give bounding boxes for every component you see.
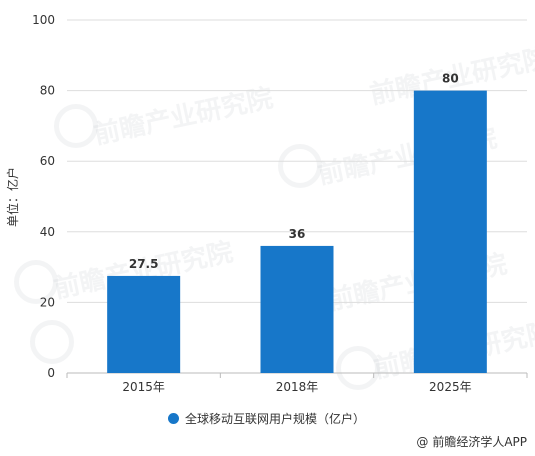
y-tick-label: 80: [40, 84, 55, 98]
legend-swatch: [168, 412, 179, 424]
y-axis-label: 单位：亿户: [5, 167, 20, 227]
bar: [413, 90, 487, 373]
axes: [66, 372, 528, 378]
source-credit: @ 前瞻经济学人APP: [416, 433, 527, 450]
y-tick-label: 40: [40, 225, 55, 239]
bars: [107, 90, 487, 373]
x-tick-label: 2015年: [122, 380, 165, 394]
data-label: 27.5: [129, 257, 159, 271]
data-label: 36: [289, 227, 306, 241]
y-tick-label: 60: [40, 154, 55, 168]
y-tick-label: 20: [40, 295, 55, 309]
x-tick-label: 2018年: [276, 380, 319, 394]
legend-label: 全球移动互联网用户规模（亿户）: [185, 411, 366, 426]
y-tick-label: 0: [47, 366, 55, 380]
bar: [107, 275, 181, 373]
at-icon: @: [416, 434, 429, 449]
data-label: 80: [442, 72, 459, 86]
credit-text: 前瞻经济学人APP: [432, 435, 527, 449]
bar: [260, 245, 334, 373]
labels: 0 20 40 60 80 100 27.5 2015年 36 2018年 80 2025年: [32, 13, 472, 394]
y-tick-label: 100: [32, 13, 55, 27]
x-tick-label: 2025年: [429, 380, 472, 394]
chart-legend: 全球移动互联网用户规模（亿户）: [168, 409, 365, 427]
